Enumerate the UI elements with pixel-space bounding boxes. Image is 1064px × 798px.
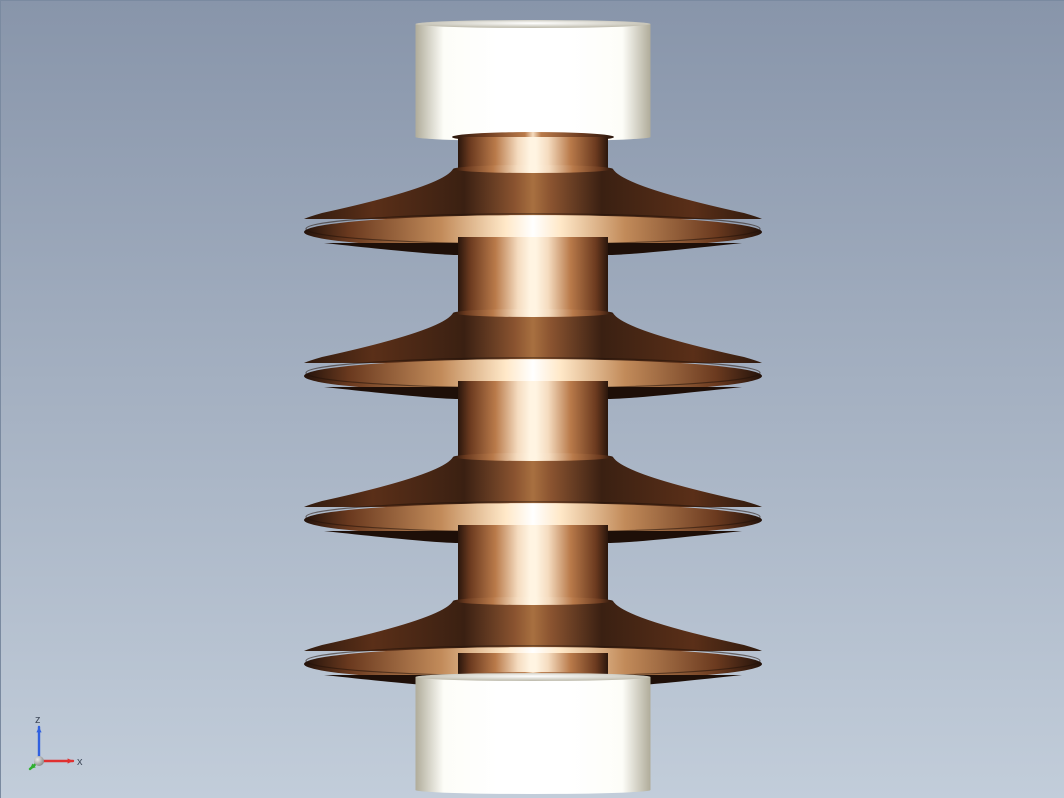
model-render[interactable] bbox=[1, 1, 1064, 798]
axis-triad-svg: xz bbox=[21, 709, 91, 779]
axis-triad[interactable]: xz bbox=[21, 709, 91, 779]
cad-viewport[interactable]: xz bbox=[0, 0, 1064, 798]
svg-text:z: z bbox=[35, 714, 41, 726]
svg-text:x: x bbox=[77, 756, 83, 768]
